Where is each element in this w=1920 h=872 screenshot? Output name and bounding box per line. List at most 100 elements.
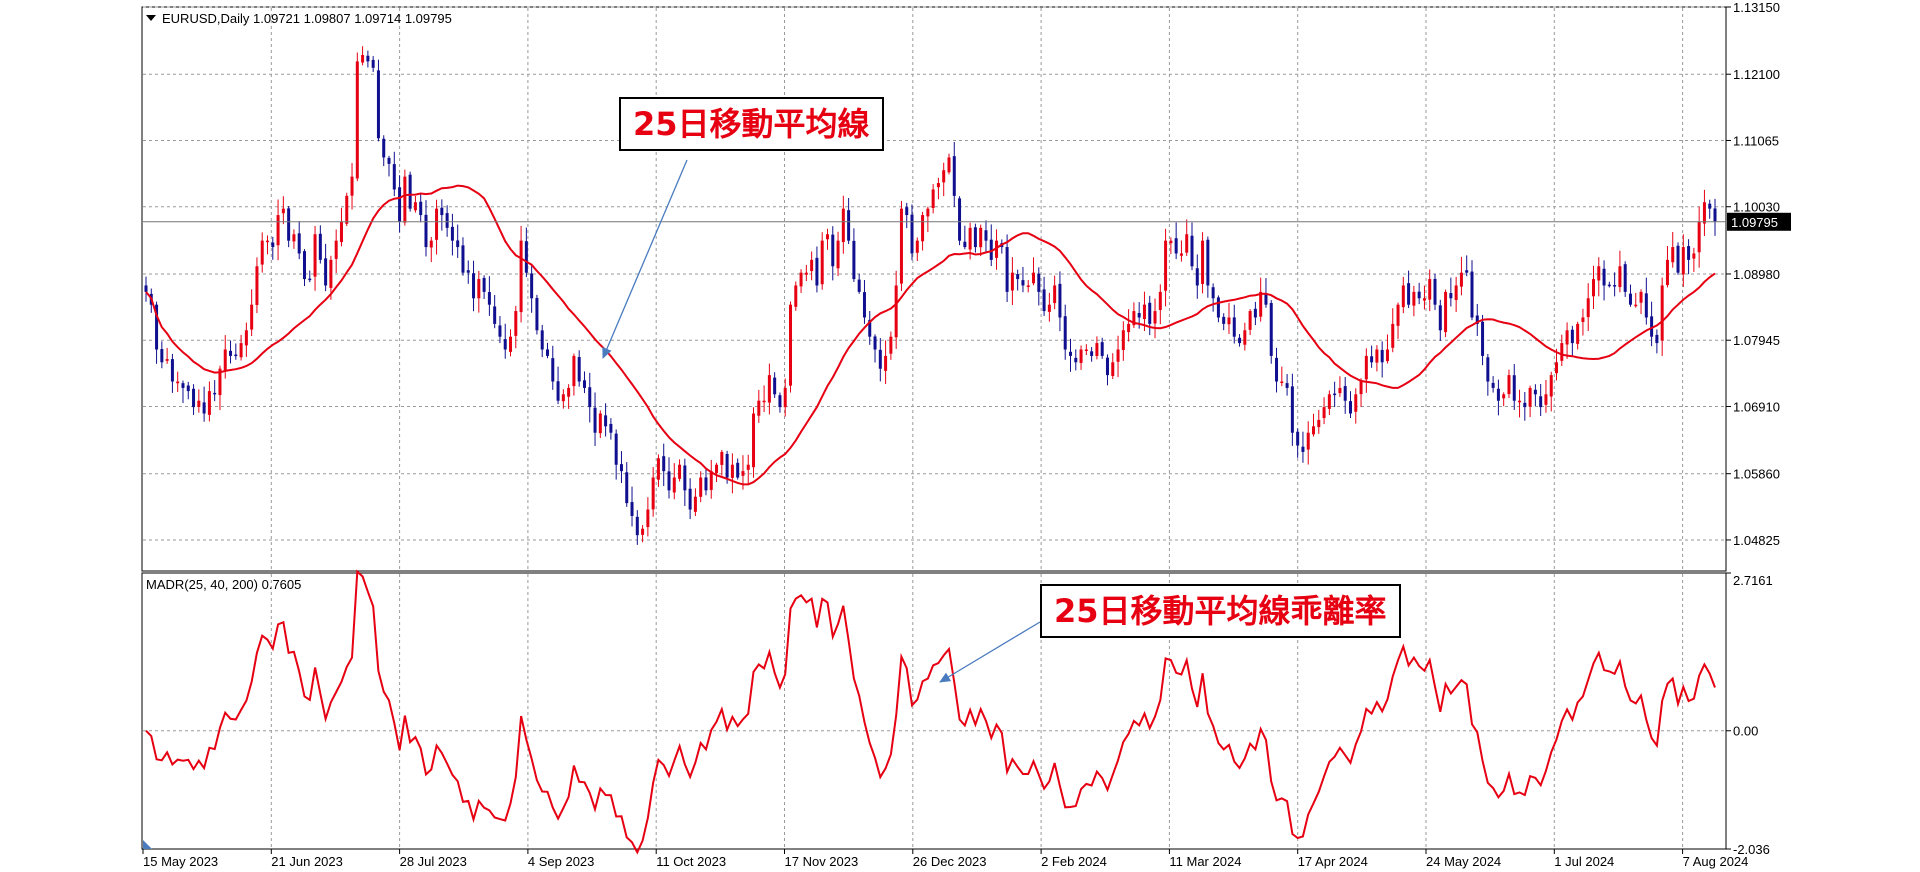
candle-body (1327, 394, 1331, 409)
candle-body (1169, 240, 1173, 244)
candle-body (683, 465, 687, 491)
candle-body (535, 297, 539, 331)
candle-body (947, 157, 951, 173)
candle-body (514, 311, 518, 336)
candle-body (1444, 291, 1448, 333)
candle-body (1348, 401, 1352, 414)
candle-body (1042, 289, 1046, 312)
candle-body (641, 528, 645, 535)
price-grid (143, 6, 1725, 570)
candle-body (773, 377, 777, 395)
candle-body (789, 304, 793, 386)
candle-body (155, 304, 159, 350)
candle-body (778, 395, 782, 408)
candle-body (382, 138, 386, 158)
candle-body (429, 240, 433, 248)
candle-body (1407, 283, 1411, 305)
candle-body (234, 354, 238, 357)
candle-body (413, 202, 417, 211)
candle-body (1121, 330, 1125, 350)
candle-body (1470, 271, 1474, 318)
candle-body (281, 208, 285, 214)
candle-body (160, 349, 164, 363)
candle-body (1555, 362, 1559, 374)
candle-body (910, 214, 914, 254)
candle-body (1190, 235, 1194, 267)
current-price-box (1727, 212, 1791, 231)
candle-body (334, 240, 338, 259)
candle-body (963, 241, 967, 248)
candle-body (1211, 287, 1215, 299)
candle-body (350, 176, 354, 196)
candle-body (1090, 351, 1094, 356)
candle-body (868, 319, 872, 337)
candle-body (931, 189, 935, 209)
candle-body (1243, 330, 1247, 345)
candle-body (968, 227, 972, 250)
candle-body (926, 208, 930, 217)
ma-label-arrow (602, 159, 688, 359)
candle-body (614, 433, 618, 465)
candle-body (588, 387, 592, 408)
madr-y-axis: 2.7161 0.00 -2.036 (1726, 572, 1773, 857)
candle-body (1650, 316, 1654, 337)
candle-body (1676, 245, 1680, 273)
candle-body (862, 292, 866, 318)
candle-body (1533, 389, 1537, 395)
candle-body (1576, 323, 1580, 344)
candle-body (218, 368, 222, 396)
candle-body (794, 285, 798, 307)
candle-body (1671, 247, 1675, 263)
candle-body (1385, 349, 1389, 362)
candle-body (667, 471, 671, 491)
candle-body (292, 234, 296, 242)
candle-body (1512, 375, 1516, 401)
candle-body (1539, 396, 1543, 408)
candle-body (1565, 330, 1569, 345)
candle-body (889, 336, 893, 354)
candle-body (271, 242, 275, 248)
candle-body (1581, 317, 1585, 323)
candle-body (1079, 349, 1083, 363)
collapse-triangle-icon[interactable] (146, 15, 156, 21)
candle-body (255, 266, 259, 306)
candle-body (503, 339, 507, 350)
candle-body (1068, 351, 1072, 356)
candle-body (450, 226, 454, 241)
candle-body (1280, 381, 1284, 384)
candle-body (725, 453, 729, 478)
candle-body (524, 241, 528, 273)
candle-body (958, 198, 962, 241)
candle-body (1502, 394, 1506, 399)
candle-body (329, 259, 333, 288)
candle-body (1296, 431, 1300, 446)
price-y-axis: 1.13150 1.12100 1.11065 1.10030 1.08980 1.079… (1726, 0, 1780, 548)
candle-body (1486, 357, 1490, 382)
candle-body (952, 156, 956, 196)
candle-body (625, 472, 629, 504)
candle-body (741, 471, 745, 476)
candle-body (593, 407, 597, 433)
candle-body (567, 387, 571, 397)
candle-body (1201, 240, 1205, 284)
candle-body (477, 279, 481, 299)
candle-body (1063, 316, 1067, 350)
candle-body (1613, 285, 1617, 287)
candle-body (1618, 266, 1622, 288)
candle-body (1597, 266, 1601, 281)
candle-body (1206, 239, 1210, 286)
candle-body (1623, 264, 1627, 292)
candle-body (1438, 305, 1442, 331)
candle-body (1317, 419, 1321, 428)
candle-body (1681, 247, 1685, 275)
candle-body (1005, 247, 1009, 292)
candle-body (662, 456, 666, 472)
candle-body (371, 59, 375, 68)
y-tick-label: 1.10030 (1733, 200, 1780, 215)
candle-body (1422, 298, 1426, 301)
candle-body (1232, 317, 1236, 337)
candle-body (1010, 272, 1014, 291)
candle-body (1481, 321, 1485, 356)
candle-body (646, 509, 650, 528)
candle-body (847, 210, 851, 241)
